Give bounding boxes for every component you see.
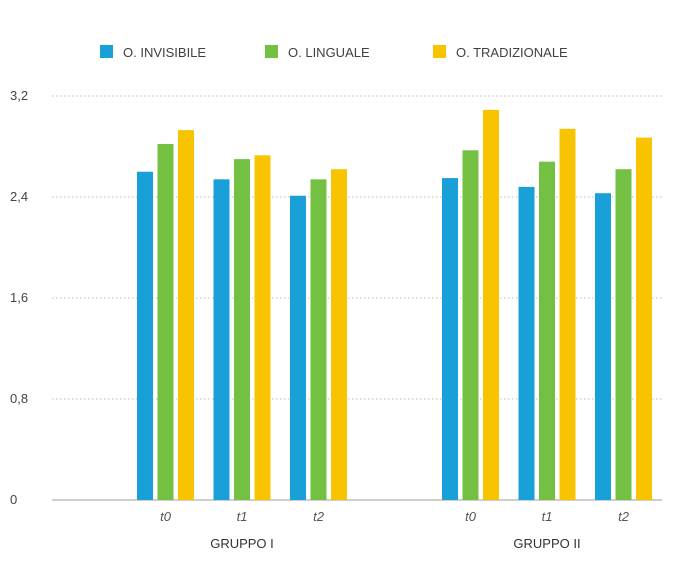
bars [137,109,652,501]
bar [234,159,250,500]
bar [290,195,306,501]
legend-swatch [433,45,446,58]
bar [254,155,271,500]
legend-swatch [100,45,113,58]
bar [615,169,632,500]
bar [518,186,535,500]
legend-swatch [265,45,278,58]
y-tick-label: 3,2 [10,88,28,103]
y-tick-label: 2,4 [10,189,28,204]
group-label: GRUPPO II [513,536,580,551]
x-tick-label: t2 [618,509,630,524]
y-tick-label: 1,6 [10,290,28,305]
bar [310,179,327,500]
group-label: GRUPPO I [210,536,274,551]
bar [442,178,458,500]
y-tick-label: 0 [10,492,17,507]
x-tick-label: t2 [313,509,325,524]
bar [539,161,555,500]
y-tick-label: 0,8 [10,391,28,406]
y-axis: 0 0,8 1,6 2,4 3,2 [10,88,28,507]
legend: O. INVISIBILE O. LINGUALE O. TRADIZIONALE [100,45,568,60]
legend-label: O. INVISIBILE [123,45,206,60]
bar [559,128,576,500]
legend-label: O. LINGUALE [288,45,370,60]
legend-label: O. TRADIZIONALE [456,45,568,60]
bar [483,109,499,500]
bar [137,171,153,500]
x-tick-label: t1 [542,509,553,524]
bar [157,143,174,500]
x-tick-label: t1 [237,509,248,524]
bar [331,169,347,500]
bar [595,193,611,500]
bar [178,130,194,500]
bar [636,137,652,500]
x-axis: t0 t1 t2 GRUPPO I t0 t1 t2 GRUPPO II [160,509,630,551]
bar [213,179,230,500]
bar [462,150,479,500]
x-tick-label: t0 [465,509,477,524]
x-tick-label: t0 [160,509,172,524]
